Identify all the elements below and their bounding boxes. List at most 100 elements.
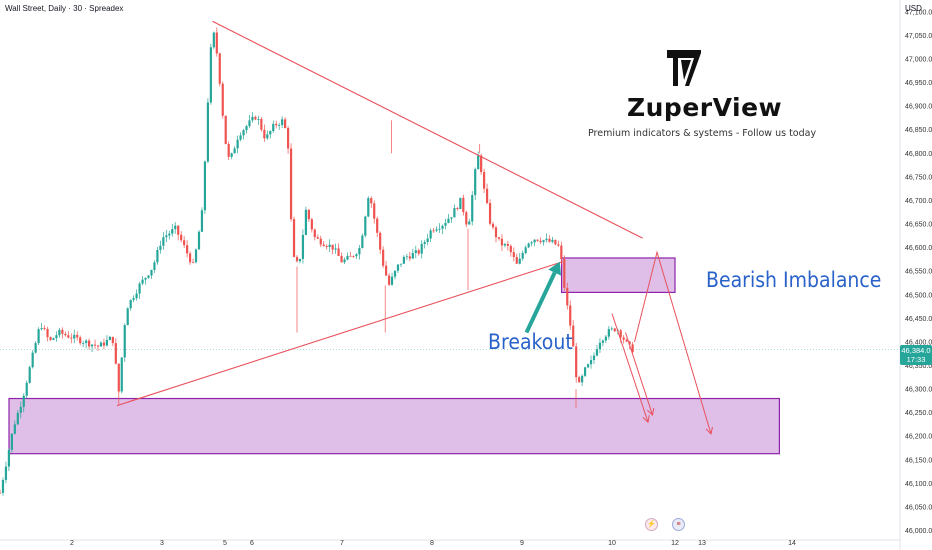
y-tick-label: 46,450.0 (905, 316, 932, 323)
candle-body (126, 308, 129, 326)
currency-label[interactable]: USD (905, 4, 922, 13)
y-tick-label: 46,950.0 (905, 80, 932, 87)
candle-body (548, 238, 551, 242)
candle-body (150, 269, 153, 276)
candle-body (174, 225, 177, 230)
candle-body (376, 218, 379, 233)
candle-body (99, 342, 103, 347)
candle-body (337, 248, 340, 256)
last-price-value: 46,384.0 (901, 346, 931, 355)
lightning-icon[interactable]: ⚡ (645, 518, 658, 531)
candle-body (52, 338, 55, 340)
candle-body (399, 263, 403, 265)
candle-body (263, 129, 266, 139)
candle-body (459, 197, 462, 209)
candle-body (90, 344, 94, 347)
candle-body (1, 480, 5, 493)
candle-body (426, 238, 429, 243)
candle-body (242, 130, 245, 136)
candle-body (518, 258, 521, 264)
candle-body (420, 243, 423, 254)
candle-body (310, 219, 313, 230)
candle-body (61, 329, 64, 334)
candle-body (292, 219, 296, 257)
candle-body (203, 161, 207, 211)
candle-body (604, 336, 607, 341)
projection-arrows-layer (524, 250, 713, 435)
candle-body (557, 244, 560, 246)
x-tick-label: 9 (520, 540, 524, 547)
candle-body (215, 32, 218, 54)
candle-body (206, 102, 209, 162)
candle-body (586, 364, 590, 368)
upper-trendline (212, 20, 643, 239)
candle-body (245, 126, 248, 131)
candle-body (162, 237, 165, 246)
x-tick-label: 10 (608, 540, 616, 547)
candle-body (34, 343, 37, 353)
x-tick-label: 8 (430, 540, 434, 547)
candle-body (64, 333, 67, 336)
candle-body (269, 131, 272, 135)
candle-body (19, 406, 22, 413)
time-axis: 2 3 5 6 7 8 9 10 12 13 14 (70, 540, 796, 547)
y-tick-label: 46,600.0 (905, 245, 932, 252)
symbol-header[interactable]: Wall Street, Daily · 30 · Spreadex (5, 4, 124, 13)
candle-body (328, 244, 331, 248)
candle-body (581, 375, 584, 383)
candle-body (491, 223, 495, 228)
candle-body (313, 229, 316, 238)
candle-body (102, 342, 106, 346)
candle-body (393, 270, 397, 277)
candle-body (414, 250, 417, 253)
candle-body (331, 244, 334, 250)
candle-body (221, 83, 224, 116)
candle-body (120, 357, 123, 392)
candle-body (601, 340, 605, 343)
candle-body (278, 125, 281, 126)
candle-body (132, 298, 135, 300)
candle-body (456, 208, 459, 209)
x-tick-label: 14 (788, 540, 796, 547)
y-tick-label: 46,900.0 (905, 104, 932, 111)
y-tick-label: 46,350.0 (905, 363, 932, 370)
candle-body (295, 256, 299, 262)
candle-body (598, 342, 602, 350)
candle-body (188, 253, 192, 263)
candle-body (551, 239, 554, 242)
candle-body (465, 212, 468, 225)
y-tick-label: 46,000.0 (905, 528, 932, 535)
candle-body (281, 119, 284, 126)
candle-body (322, 244, 325, 247)
candle-body (284, 119, 287, 129)
candle-body (483, 172, 486, 189)
candle-body (218, 53, 221, 84)
candle-body (230, 153, 233, 157)
y-tick-label: 47,000.0 (905, 56, 932, 63)
candle-body (625, 339, 628, 342)
y-tick-label: 46,700.0 (905, 198, 932, 205)
y-tick-label: 46,100.0 (905, 481, 932, 488)
candle-body (417, 250, 420, 254)
candle-body (349, 255, 352, 257)
candle-body (88, 340, 91, 347)
y-tick-label: 46,800.0 (905, 151, 932, 158)
candle-body (578, 377, 581, 383)
candle-body (497, 237, 501, 239)
candle-body (180, 234, 183, 241)
y-tick-label: 46,550.0 (905, 269, 932, 276)
candle-body (569, 305, 572, 326)
candle-body (49, 337, 52, 340)
lower-trendline (116, 261, 563, 407)
candle-body (227, 144, 230, 157)
candle-body (96, 345, 100, 347)
candle-body (592, 355, 596, 361)
candle-body (7, 449, 11, 467)
candle-body (613, 328, 616, 332)
us-flag-icon[interactable]: ≡ (672, 518, 685, 531)
candle-body (563, 259, 566, 288)
candle-body (560, 245, 563, 260)
candle-body (477, 155, 480, 170)
candle-body (316, 237, 319, 239)
